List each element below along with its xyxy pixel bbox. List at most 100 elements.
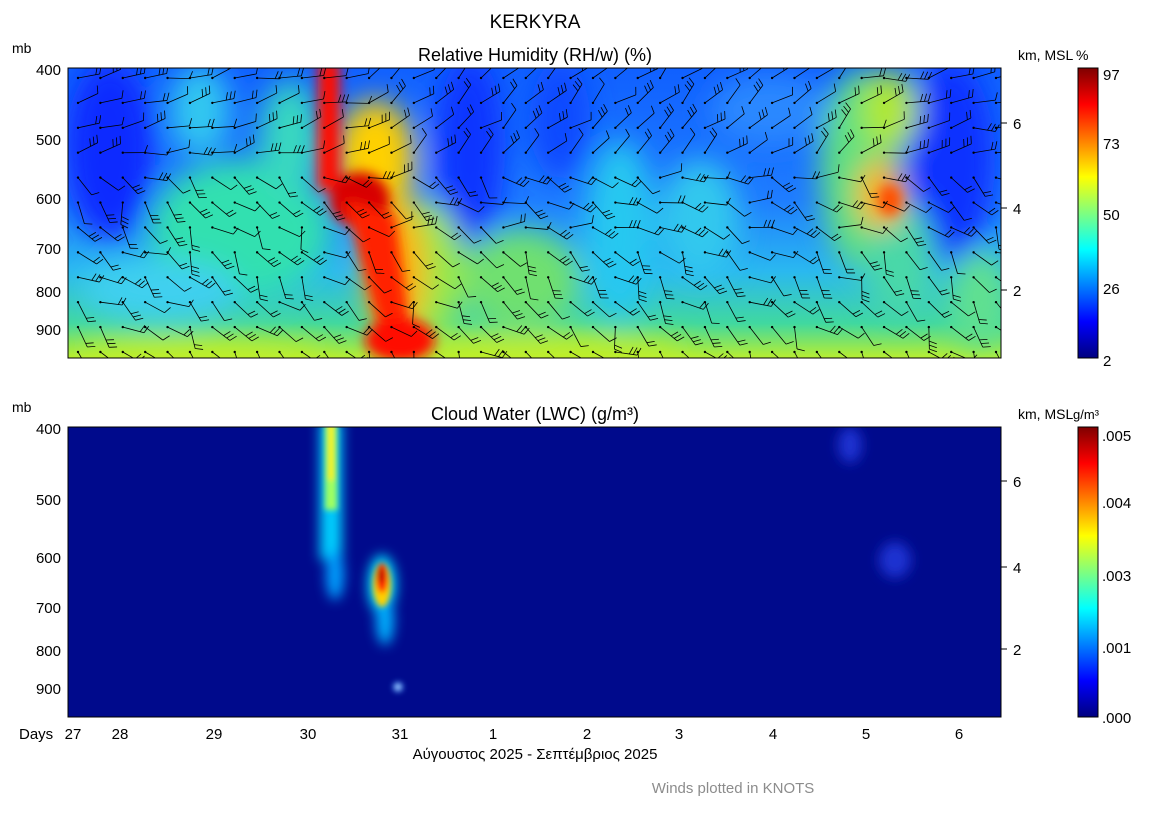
wind-barb-feather xyxy=(537,212,546,217)
wind-barb-feather xyxy=(860,174,866,183)
wind-barb-feather xyxy=(646,82,651,91)
wind-barb-feather xyxy=(463,323,473,325)
wind-barb-station xyxy=(636,276,639,279)
wind-barb-feather xyxy=(277,329,284,336)
wind-barb-station xyxy=(905,201,908,204)
wind-barb-feather xyxy=(431,216,434,225)
wind-barb-feather xyxy=(189,118,193,126)
wind-barb-shaft xyxy=(256,227,263,249)
wind-barb-station xyxy=(860,201,863,204)
wind-barb-feather xyxy=(225,92,228,101)
wind-barb-station xyxy=(323,76,326,80)
wind-barb-shaft xyxy=(413,276,433,290)
wind-barb-feather xyxy=(561,185,569,190)
wind-barb-shaft xyxy=(413,115,433,129)
wind-barb-station xyxy=(793,251,796,254)
wind-barb-feather xyxy=(607,215,616,220)
wind-barb-station xyxy=(591,276,595,279)
wind-barb-station xyxy=(524,126,528,130)
wind-barb-station xyxy=(838,350,841,354)
wind-barb-feather xyxy=(684,84,691,92)
wind-barb-station xyxy=(278,226,281,229)
rh-plot-frame xyxy=(67,67,1002,359)
wind-barb-feather xyxy=(144,144,148,153)
wind-barb-station xyxy=(838,151,841,154)
wind-barb-shaft xyxy=(77,202,85,224)
wind-barb-feather xyxy=(429,181,436,188)
wind-barb-feather xyxy=(260,298,269,302)
wind-barb-station xyxy=(457,76,460,80)
wind-barb-station xyxy=(950,251,953,254)
wind-barb-feather xyxy=(162,172,168,181)
wind-barb-station xyxy=(76,251,80,254)
wind-barb-station xyxy=(121,151,124,154)
wind-barb-shaft xyxy=(368,301,386,318)
wind-barb-feather xyxy=(135,317,144,321)
wind-barb-feather xyxy=(668,367,676,368)
wind-barb-feather xyxy=(249,136,252,145)
wind-barb-feather xyxy=(810,230,817,237)
wind-barb-station xyxy=(345,126,348,130)
wind-barb-shaft xyxy=(301,351,312,358)
wind-barb-feather xyxy=(985,236,994,241)
wind-barb-feather xyxy=(233,90,236,99)
wind-barb-feather xyxy=(632,276,638,284)
wind-barb-feather xyxy=(723,355,728,358)
wind-barb-feather xyxy=(767,298,772,306)
wind-barb-feather xyxy=(1015,334,1021,339)
wind-barb-station xyxy=(457,325,460,329)
wind-barb-feather xyxy=(566,334,574,340)
wind-barb-feather xyxy=(737,320,746,322)
wind-barb-station xyxy=(950,176,953,179)
wind-barb-station xyxy=(143,300,147,304)
x-tick-2: 2 xyxy=(583,726,591,743)
wind-barb-shaft xyxy=(615,135,630,153)
wind-barb-shaft xyxy=(234,73,257,79)
wind-barb-feather xyxy=(93,256,100,263)
wind-barb-feather xyxy=(252,134,255,143)
wind-barb-shaft xyxy=(682,134,696,153)
wind-barb-feather xyxy=(494,348,500,356)
rh-cbar-26: 26 xyxy=(1103,281,1120,298)
wind-barb-feather xyxy=(319,259,327,265)
wind-barb-feather xyxy=(631,179,638,186)
wind-barb-feather xyxy=(224,292,233,296)
wind-barb-feather xyxy=(341,109,344,118)
wind-barb-feather xyxy=(562,316,570,320)
wind-barb-station xyxy=(793,350,796,354)
wind-barb-feather xyxy=(981,342,990,344)
wind-barb-station xyxy=(255,251,259,254)
wind-barb-feather xyxy=(270,143,274,152)
wind-barb-feather xyxy=(947,60,948,68)
rh-colorbar: 97 73 50 26 2 xyxy=(1077,67,1120,370)
wind-barb-feather xyxy=(363,327,370,335)
wind-barb-station xyxy=(390,276,393,279)
wind-barb-feather xyxy=(470,337,479,341)
wind-barb-feather xyxy=(1011,332,1017,337)
wind-barb-shaft xyxy=(77,93,99,104)
wind-barb-feather xyxy=(656,207,664,214)
wind-barb-feather xyxy=(831,233,839,239)
wind-barb-shaft xyxy=(100,124,123,129)
rh-tick-500: 500 xyxy=(36,132,61,149)
wind-barb-station xyxy=(815,251,819,254)
wind-barb-feather xyxy=(900,237,908,243)
wind-barb-station xyxy=(390,300,393,304)
wind-barb-shaft xyxy=(771,115,791,129)
lwc-plot-frame xyxy=(67,426,1002,718)
wind-barb-feather xyxy=(414,374,422,377)
wind-barb-feather xyxy=(786,68,788,69)
wind-barb-feather xyxy=(919,266,928,271)
wind-barb-feather xyxy=(591,215,594,224)
wind-barb-station xyxy=(927,176,931,179)
wind-barb-station xyxy=(950,201,953,204)
wind-barb-shaft xyxy=(995,177,1001,180)
wind-barb-feather xyxy=(783,68,785,71)
wind-barb-shaft xyxy=(995,276,1001,282)
wind-barb-feather xyxy=(564,364,571,367)
wind-barb-shaft xyxy=(368,68,381,79)
wind-barb-feather xyxy=(927,113,929,122)
wind-barb-feather xyxy=(113,267,122,271)
wind-barb-feather xyxy=(594,357,597,358)
